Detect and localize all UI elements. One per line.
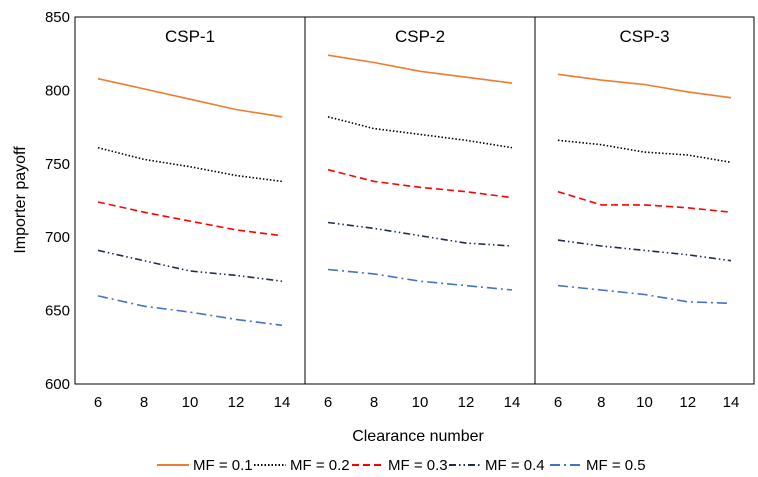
panel-title: CSP-1 xyxy=(165,27,215,46)
x-axis: 6 8 10 12 14 6 8 10 12 14 6 8 10 12 14 xyxy=(94,394,740,411)
panel-csp-2: CSP-2 xyxy=(327,27,513,291)
x-tick-label: 10 xyxy=(636,394,653,411)
series-line xyxy=(327,268,513,291)
y-tick-label: 800 xyxy=(45,82,70,99)
series-line xyxy=(557,239,732,262)
x-tick-label: 12 xyxy=(228,394,245,411)
series-line xyxy=(97,146,283,183)
legend-item: MF = 0.2 xyxy=(254,457,350,474)
panel-title: CSP-2 xyxy=(395,27,445,46)
legend-label: MF = 0.5 xyxy=(586,457,646,474)
x-tick-label: 8 xyxy=(597,394,605,411)
x-tick-label: 6 xyxy=(554,394,562,411)
series-line xyxy=(97,295,283,327)
x-axis-title: Clearance number xyxy=(352,428,484,445)
legend-label: MF = 0.4 xyxy=(485,457,545,474)
x-tick-label: 10 xyxy=(412,394,429,411)
y-tick-label: 850 xyxy=(45,9,70,26)
series-line xyxy=(327,54,513,84)
series-line xyxy=(557,190,732,213)
series-line xyxy=(557,139,732,164)
panel-title: CSP-3 xyxy=(619,27,669,46)
x-tick-label: 14 xyxy=(723,394,740,411)
series-line xyxy=(97,77,283,118)
x-tick-label: 12 xyxy=(458,394,475,411)
panel-csp-3: CSP-3 xyxy=(557,27,732,305)
series-line xyxy=(557,73,732,99)
x-tick-label: 8 xyxy=(370,394,378,411)
legend-item: MF = 0.5 xyxy=(550,457,646,474)
y-axis-title: Importer payoff xyxy=(12,146,29,254)
series-line xyxy=(97,249,283,282)
series-line xyxy=(327,168,513,199)
y-tick-label: 650 xyxy=(45,303,70,320)
legend-label: MF = 0.1 xyxy=(193,457,253,474)
x-tick-label: 6 xyxy=(324,394,332,411)
legend-item: MF = 0.4 xyxy=(449,457,545,474)
x-tick-label: 14 xyxy=(504,394,521,411)
series-line xyxy=(557,284,732,305)
x-tick-label: 14 xyxy=(274,394,291,411)
y-tick-label: 700 xyxy=(45,229,70,246)
plot-area xyxy=(74,16,755,385)
series-line xyxy=(327,116,513,149)
legend-item: MF = 0.3 xyxy=(352,457,448,474)
legend-label: MF = 0.3 xyxy=(388,457,448,474)
series-line xyxy=(97,201,283,237)
plot-border xyxy=(74,16,755,385)
panel-csp-1: CSP-1 xyxy=(97,27,283,327)
x-tick-label: 8 xyxy=(140,394,148,411)
legend-label: MF = 0.2 xyxy=(290,457,350,474)
y-tick-label: 600 xyxy=(45,376,70,393)
y-tick-label: 750 xyxy=(45,156,70,173)
x-tick-label: 10 xyxy=(182,394,199,411)
legend-item: MF = 0.1 xyxy=(157,457,253,474)
x-tick-label: 6 xyxy=(94,394,102,411)
panels: CSP-1 CSP-2 CSP-3 xyxy=(97,27,732,327)
series-line xyxy=(327,221,513,247)
x-tick-label: 12 xyxy=(679,394,696,411)
legend: MF = 0.1 MF = 0.2 MF = 0.3 MF = 0.4 MF = 0.5 xyxy=(157,457,646,474)
y-axis: 600 650 700 750 800 850 xyxy=(45,9,70,393)
